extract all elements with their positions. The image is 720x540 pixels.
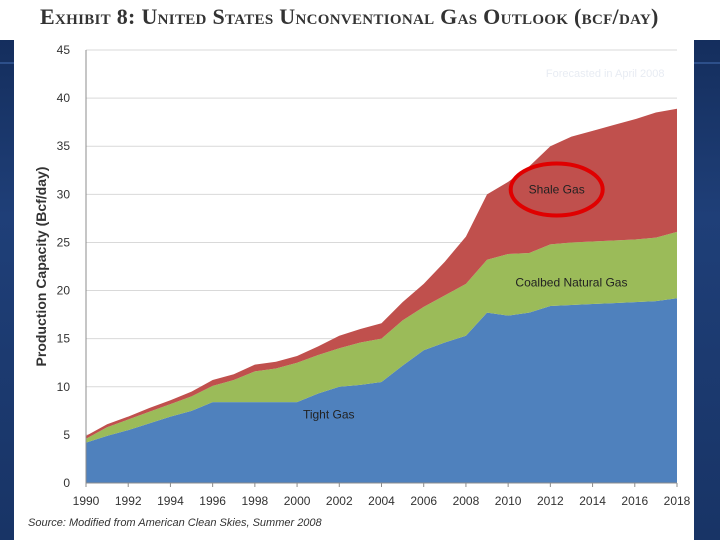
y-tick-label: 5	[63, 428, 70, 442]
area-series-coalbed-natural-gas	[86, 231, 677, 443]
x-tick-label: 1990	[73, 494, 100, 508]
series-label-shale-gas: Shale Gas	[529, 182, 585, 196]
x-tick-label: 1996	[199, 494, 226, 508]
x-tick-label: 2000	[284, 494, 311, 508]
y-tick-label: 45	[57, 43, 71, 57]
area-series-shale-gas	[86, 108, 677, 439]
source-note: Source: Modified from American Clean Ski…	[28, 517, 322, 529]
x-tick-label: 1998	[242, 494, 269, 508]
x-tick-label: 2010	[495, 494, 522, 508]
x-tick-label: 2012	[537, 494, 564, 508]
x-tick-label: 2008	[453, 494, 480, 508]
page-title: Exhibit 8: United States Unconventional …	[40, 4, 659, 29]
x-tick-label: 2016	[621, 494, 648, 508]
x-tick-label: 2014	[579, 494, 606, 508]
x-tick-label: 2018	[664, 494, 691, 508]
header-bar: Exhibit 8: United States Unconventional …	[0, 0, 720, 40]
x-tick-label: 1992	[115, 494, 142, 508]
x-tick-label: 2002	[326, 494, 353, 508]
y-tick-label: 40	[57, 91, 71, 105]
y-tick-label: 0	[63, 476, 70, 490]
y-tick-label: 25	[57, 235, 71, 249]
y-tick-label: 15	[57, 332, 71, 346]
forecast-watermark: Forecasted in April 2008	[546, 68, 665, 80]
y-tick-label: 10	[57, 380, 71, 394]
y-tick-label: 30	[57, 187, 71, 201]
y-tick-label: 20	[57, 284, 71, 298]
series-label-coalbed-natural-gas: Coalbed Natural Gas	[515, 276, 627, 290]
y-tick-label: 35	[57, 139, 71, 153]
shale-gas-highlight-circle	[508, 161, 605, 218]
x-tick-label: 2006	[410, 494, 437, 508]
series-label-tight-gas: Tight Gas	[303, 408, 355, 422]
x-tick-label: 1994	[157, 494, 184, 508]
area-series-tight-gas	[86, 298, 677, 483]
y-axis-label: Production Capacity (Bcf/day)	[33, 167, 49, 367]
x-tick-label: 2004	[368, 494, 395, 508]
